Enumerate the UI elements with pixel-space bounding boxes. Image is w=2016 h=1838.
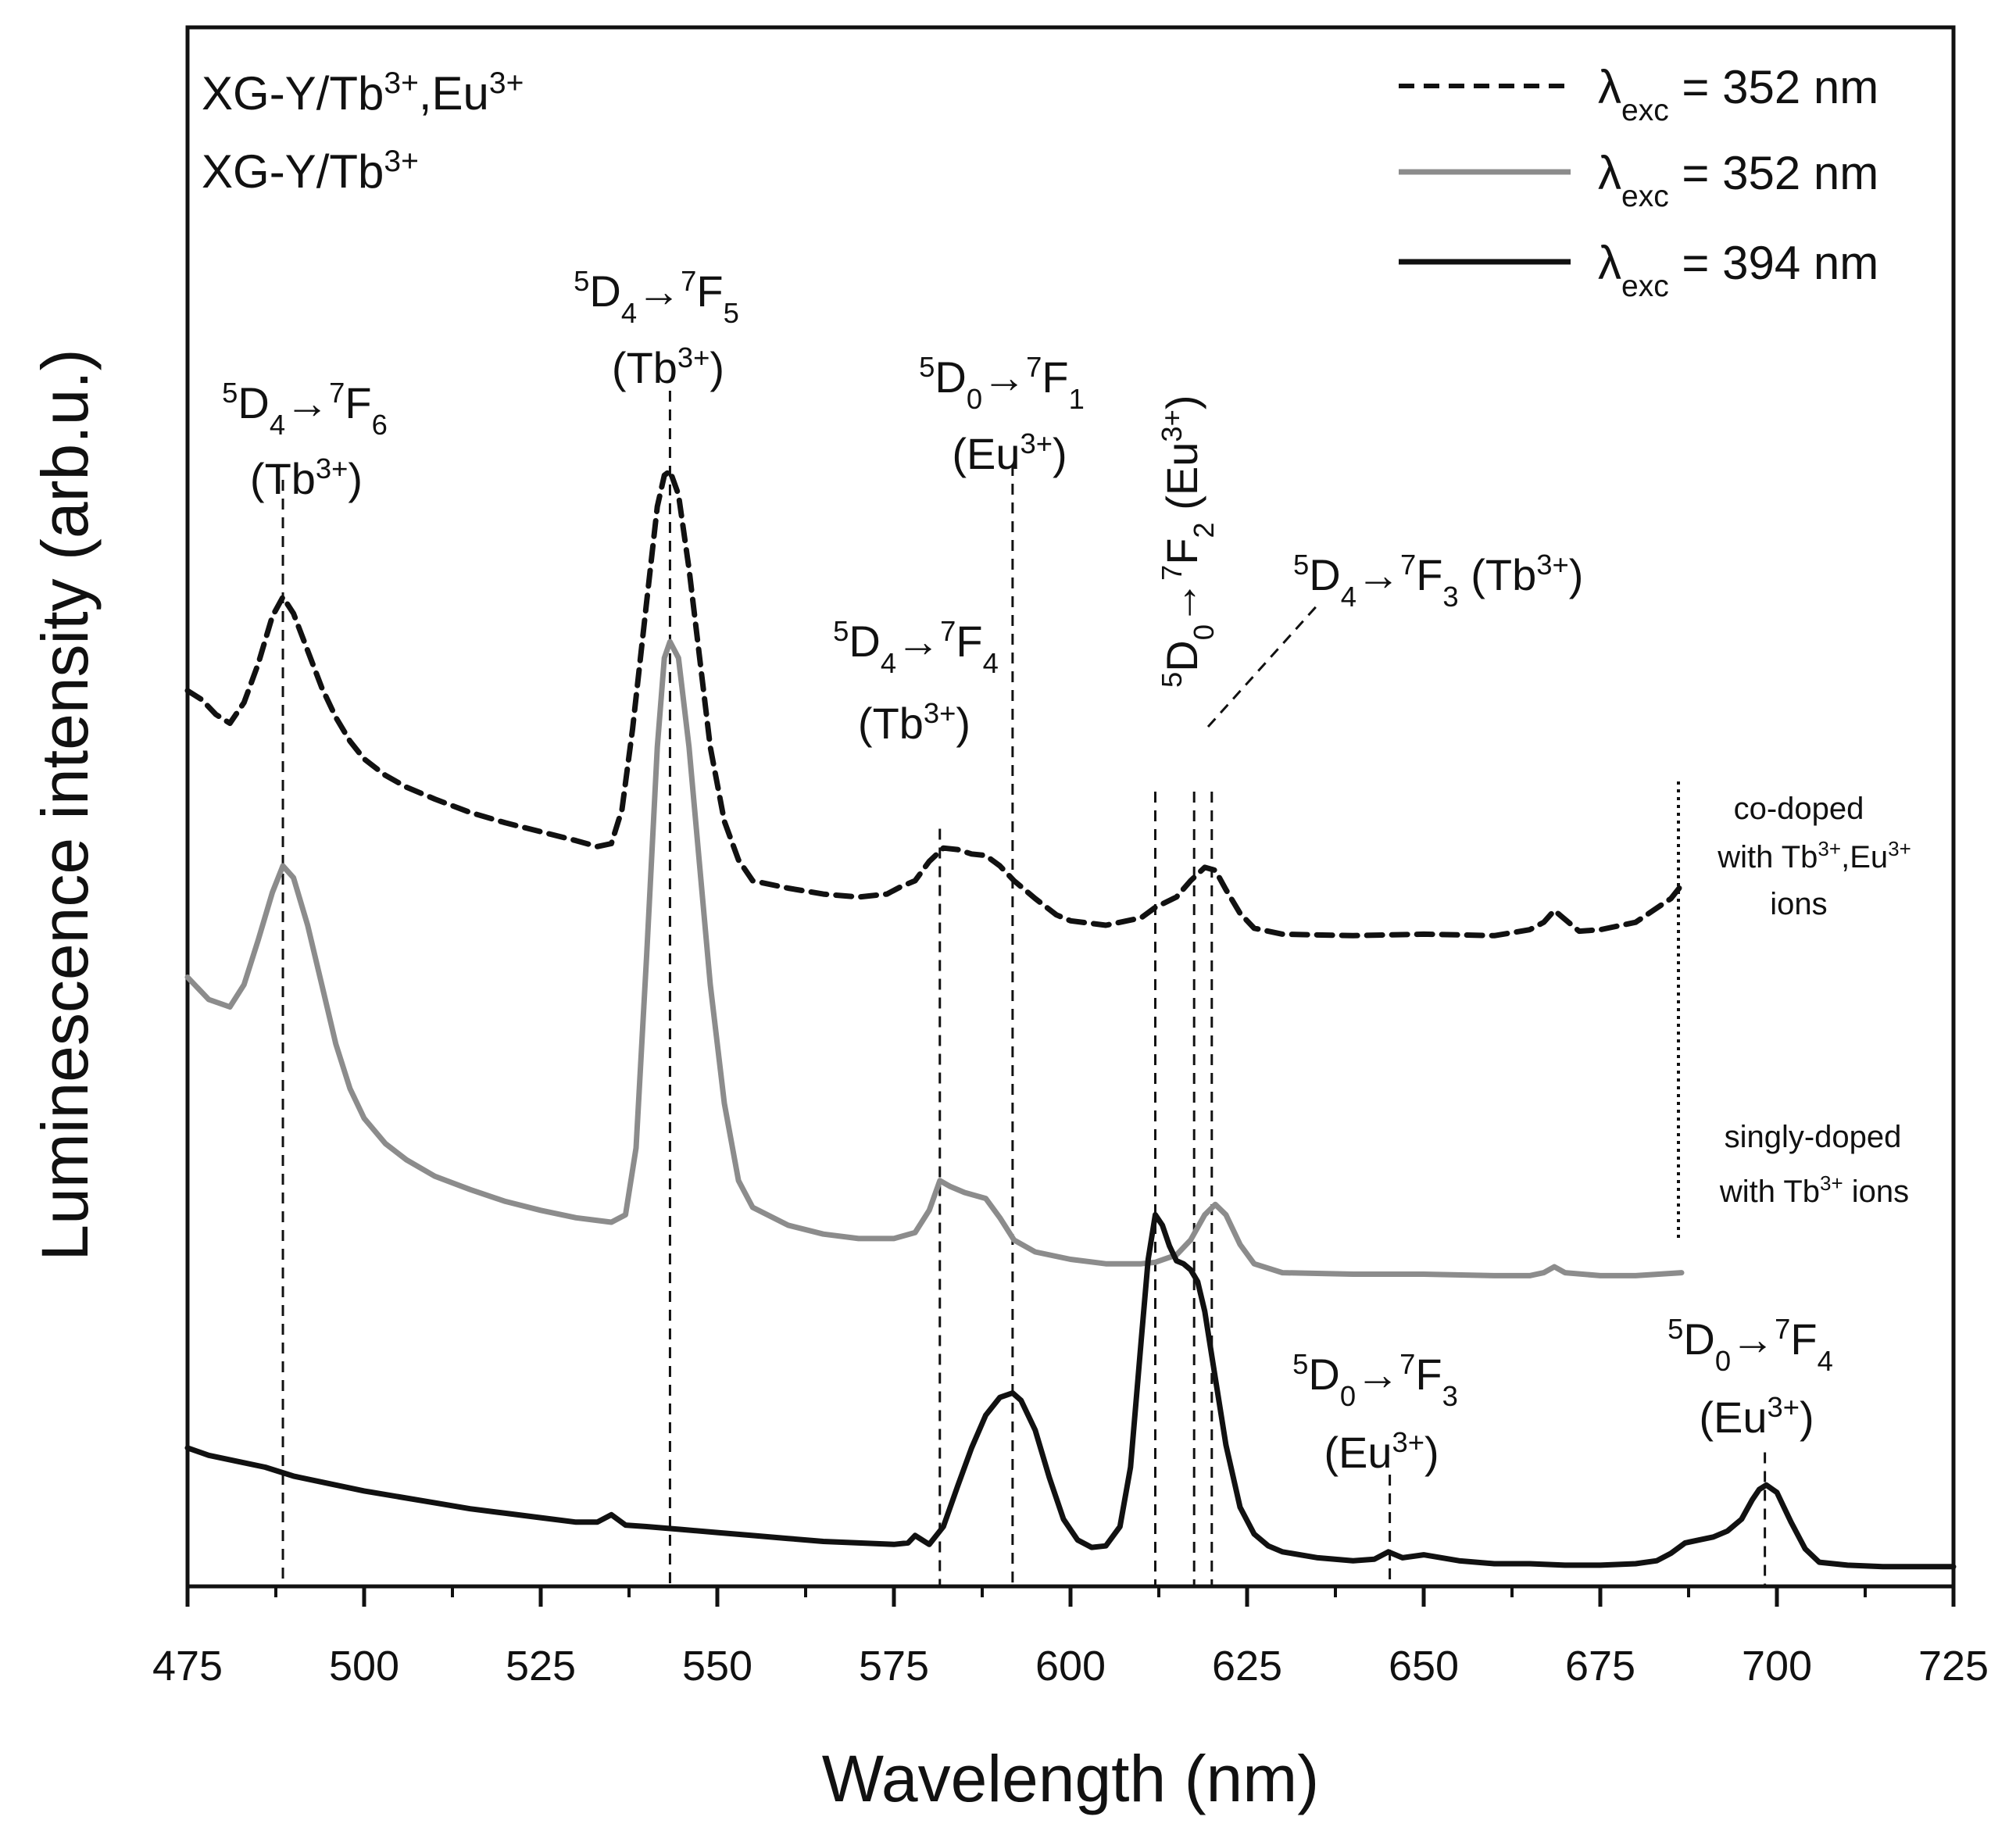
x-tick-label-625: 625 [1212,1643,1282,1690]
annotation-eu-7f1: 5D0→7F1 (Eu3+) [919,351,1085,479]
annotation-tb-7f3-term: 5D4→7F3 (Tb3+) [1293,549,1583,613]
annotation-tb-7f4-term: 5D4→7F4 [833,615,999,679]
annotation-tb-7f4-ion: (Tb3+) [858,697,970,749]
side-label-codoped-line2: with Tb3+,Eu3+ [1717,837,1911,874]
x-tick-label-525: 525 [506,1643,576,1690]
annotation-eu-7f4: 5D0→7F4 (Eu3+) [1667,1313,1833,1443]
side-label-singly-line1: singly-doped [1725,1120,1902,1154]
annotation-tb-7f6: 5D4→7F6 (Tb3+) [222,377,388,504]
x-tick-label-575: 575 [859,1643,929,1690]
annotation-tb-7f5-ion: (Tb3+) [612,341,724,393]
sample-label-singly: XG-Y/Tb3+ [202,145,419,198]
y-axis-label: Luminescence intensity (arb.u.) [28,349,102,1260]
x-axis-label: Wavelength (nm) [822,1742,1319,1815]
annotation-eu-7f2: 5D0→7F2 (Eu3+) [1156,395,1220,688]
x-tick-label-675: 675 [1565,1643,1635,1690]
side-label-codoped-line1: co-doped [1734,792,1864,826]
legend: λexc = 352 nm λexc = 352 nm λexc = 394 n… [1399,61,1878,303]
transition-lines [281,391,1767,1586]
annotation-eu-7f1-ion: (Eu3+) [952,427,1067,479]
tb-7f3-leader [1206,600,1322,728]
side-label-singly-line2: with Tb3+ ions [1719,1171,1909,1209]
x-tick-label-550: 550 [682,1643,752,1690]
annotation-eu-7f1-term: 5D0→7F1 [919,351,1085,415]
annotation-tb-7f5-term: 5D4→7F5 [574,265,739,329]
series-line-1 [184,638,1685,1278]
legend-label-1: λexc = 352 nm [1598,61,1878,127]
annotation-eu-7f3-ion: (Eu3+) [1324,1426,1439,1478]
annotation-tb-7f3: 5D4→7F3 (Tb3+) [1293,549,1583,613]
legend-label-2: λexc = 352 nm [1598,147,1878,213]
annotation-eu-7f3-term: 5D0→7F3 [1292,1348,1458,1412]
annotation-eu-7f4-ion: (Eu3+) [1699,1391,1814,1443]
annotation-tb-7f4: 5D4→7F4 (Tb3+) [833,615,999,749]
legend-label-3: λexc = 394 nm [1598,237,1878,303]
sample-label-codoped: XG-Y/Tb3+,Eu3+ [202,66,524,120]
x-tick-label-600: 600 [1035,1643,1106,1690]
annotation-eu-7f4-term: 5D0→7F4 [1667,1313,1833,1377]
spectra [184,468,1957,1570]
side-label-singly: singly-doped with Tb3+ ions [1719,1120,1909,1209]
annotation-tb-7f5: 5D4→7F5 (Tb3+) [574,265,739,393]
side-label-codoped-line3: ions [1770,887,1827,921]
x-tick-label-700: 700 [1742,1643,1812,1690]
x-tick-label-650: 650 [1389,1643,1459,1690]
annotation-eu-7f3: 5D0→7F3 (Eu3+) [1292,1348,1458,1478]
annotation-tb-7f6-ion: (Tb3+) [250,452,363,504]
x-tick-label-500: 500 [329,1643,399,1690]
series-line-2 [184,1212,1957,1570]
annotation-tb-7f6-term: 5D4→7F6 [222,377,388,441]
side-label-codoped: co-doped with Tb3+,Eu3+ ions [1717,792,1911,921]
x-tick-label-475: 475 [152,1643,223,1690]
x-axis: 475 500 525 550 575 600 625 650 675 700 725 [152,1586,1989,1690]
series-line-0 [184,468,1685,939]
annotation-eu-7f2-term: 5D0→7F2 (Eu3+) [1156,395,1220,688]
x-tick-label-725: 725 [1918,1643,1989,1690]
